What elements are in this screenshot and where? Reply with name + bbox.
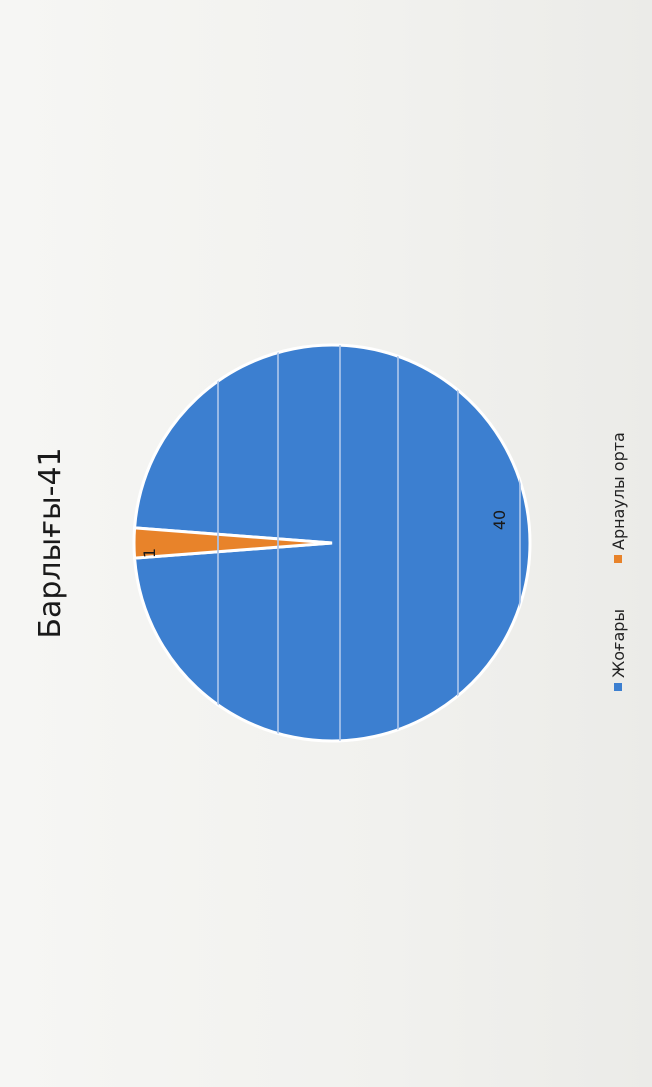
data-labels: 40 1 xyxy=(140,510,509,558)
legend-swatch-arnauly-orta xyxy=(614,555,622,563)
legend: Жоғары Арнаулы орта xyxy=(609,432,628,691)
data-label-arnauly-orta: 1 xyxy=(140,548,159,558)
chart-title: Барлығы-41 xyxy=(33,447,68,638)
legend-label-zhogary: Жоғары xyxy=(609,609,628,678)
legend-label-arnauly-orta: Арнаулы орта xyxy=(609,432,628,550)
pie-slice-arnauly-orta xyxy=(132,526,333,560)
pie-slice-zhogary xyxy=(132,343,532,743)
data-label-zhogary: 40 xyxy=(490,510,509,530)
legend-swatch-zhogary xyxy=(614,683,622,691)
pie-group xyxy=(132,343,532,743)
